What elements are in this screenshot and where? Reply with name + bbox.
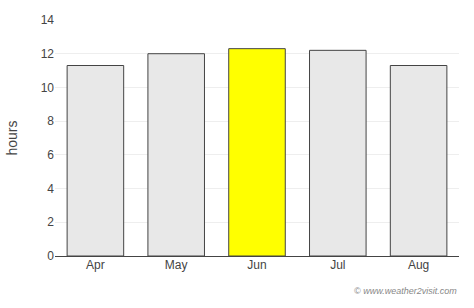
svg-text:2: 2 [47,215,54,229]
svg-text:© www.weather2visit.com: © www.weather2visit.com [354,286,457,296]
svg-text:May: May [165,258,188,272]
svg-text:0: 0 [47,249,54,263]
svg-text:12: 12 [41,47,55,61]
svg-text:Jul: Jul [330,258,345,272]
svg-text:6: 6 [47,148,54,162]
svg-text:Apr: Apr [86,258,105,272]
svg-text:Jun: Jun [247,258,266,272]
svg-text:Aug: Aug [408,258,429,272]
svg-text:14: 14 [41,13,55,27]
svg-text:10: 10 [41,81,55,95]
svg-text:4: 4 [47,182,54,196]
svg-text:8: 8 [47,114,54,128]
svg-text:hours: hours [4,120,20,155]
